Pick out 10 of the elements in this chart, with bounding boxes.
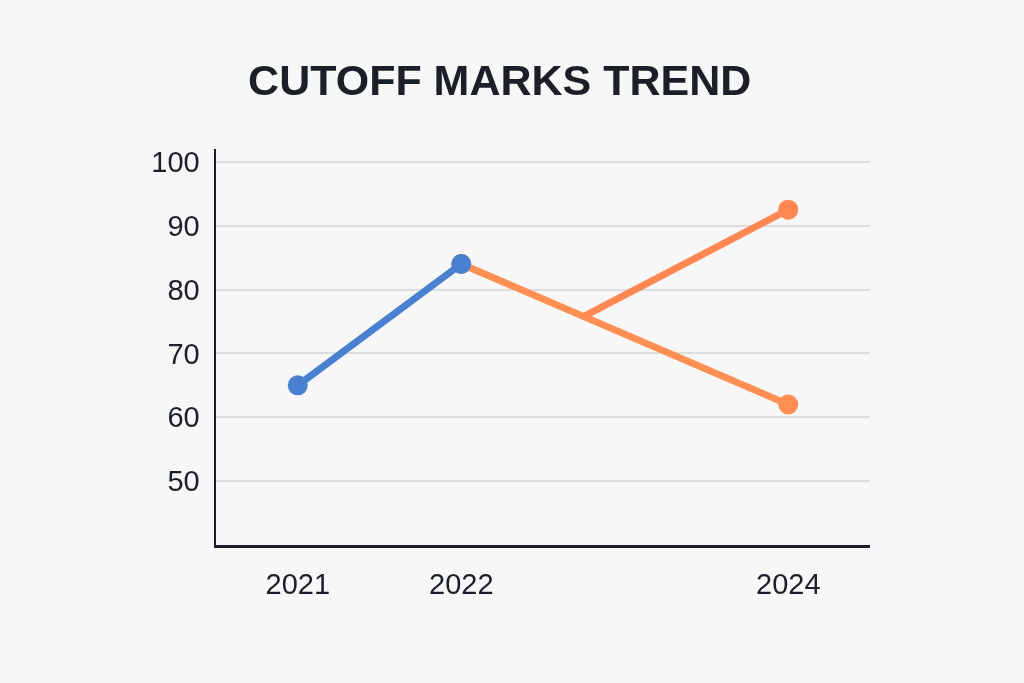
y-tick-label: 80 bbox=[167, 273, 200, 306]
x-tick-label: 2024 bbox=[755, 568, 821, 601]
y-tick-label: 50 bbox=[167, 465, 200, 498]
x-tick-label: 2022 bbox=[428, 568, 494, 601]
y-tick-label: 70 bbox=[167, 337, 200, 370]
y-tick-label: 90 bbox=[167, 209, 200, 242]
x-tick-label: 2021 bbox=[265, 568, 331, 601]
y-tick-label: 100 bbox=[151, 145, 200, 178]
y-tick-label: 60 bbox=[167, 401, 200, 434]
chart-title: CUTOFF MARKS TREND bbox=[248, 56, 752, 105]
